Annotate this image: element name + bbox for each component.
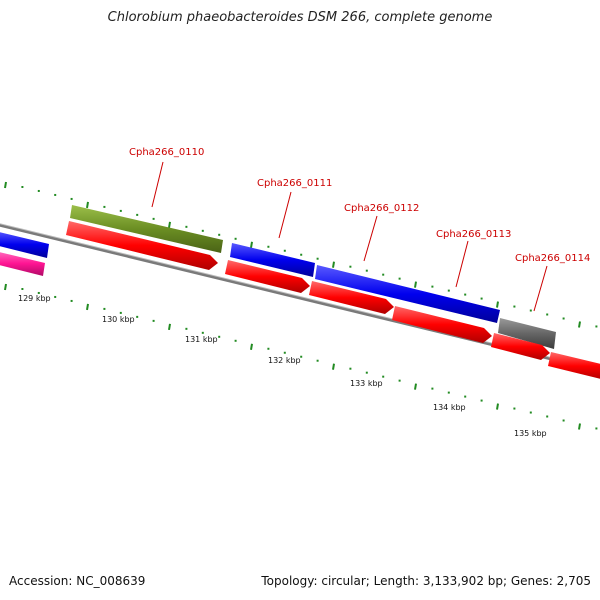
major-tick: [86, 303, 89, 311]
major-tick: [86, 201, 89, 209]
inner-tick-ring: [4, 283, 598, 430]
outer-tick-ring: [4, 181, 598, 328]
gene-feature-red-6[interactable]: [548, 352, 600, 380]
gene-label[interactable]: Cpha266_0110: [129, 147, 204, 158]
kbp-label: 135 kbp: [514, 429, 547, 438]
major-tick: [578, 423, 581, 430]
gene-label[interactable]: Cpha266_0112: [344, 203, 419, 214]
gene-feature-red-2[interactable]: [225, 260, 310, 293]
gene-feature-magenta[interactable]: [0, 251, 45, 276]
gene-label-leader-0111: [278, 191, 292, 239]
gene-feature-red-4[interactable]: [392, 306, 492, 343]
major-tick: [4, 181, 7, 189]
major-tick: [496, 403, 499, 410]
gene-feature-red-5[interactable]: [491, 333, 550, 360]
genome-summary-text: Topology: circular; Length: 3,133,902 bp…: [261, 574, 591, 588]
gene-feature-gray[interactable]: [498, 318, 556, 349]
gene-label-leader-0110: [151, 161, 164, 208]
gene-feature-olive[interactable]: [70, 205, 223, 253]
kbp-label: 132 kbp: [268, 356, 301, 365]
kbp-label: 129 kbp: [18, 294, 51, 303]
gene-label-leader-0114: [533, 265, 548, 312]
major-tick: [414, 383, 417, 390]
major-tick: [332, 363, 335, 370]
kbp-label: 131 kbp: [185, 335, 218, 344]
gene-label-leader-0113: [455, 240, 469, 288]
major-tick: [496, 301, 499, 308]
gene-feature-red-1[interactable]: [66, 221, 218, 270]
kbp-label: 134 kbp: [433, 403, 466, 412]
gene-label[interactable]: Cpha266_0114: [515, 253, 590, 264]
major-tick: [578, 321, 581, 328]
major-tick: [168, 323, 171, 331]
gene-feature-red-3[interactable]: [309, 281, 394, 314]
map-title: Chlorobium phaeobacteroides DSM 266, com…: [107, 10, 493, 25]
kbp-label: 133 kbp: [350, 379, 383, 388]
kbp-label: 130 kbp: [102, 315, 135, 324]
major-tick: [250, 343, 253, 350]
major-tick: [414, 281, 417, 288]
gene-label[interactable]: Cpha266_0113: [436, 229, 511, 240]
accession-text: Accession: NC_008639: [9, 574, 146, 588]
major-tick: [168, 221, 171, 229]
major-tick: [4, 283, 7, 291]
gene-feature-blue-left[interactable]: [0, 231, 49, 258]
major-tick: [250, 241, 253, 248]
gene-feature-blue-1[interactable]: [230, 243, 315, 277]
gene-label[interactable]: Cpha266_0111: [257, 178, 332, 189]
major-tick: [332, 261, 335, 268]
gene-feature-blue-2[interactable]: [315, 265, 500, 323]
gene-label-leader-0112: [363, 215, 378, 262]
